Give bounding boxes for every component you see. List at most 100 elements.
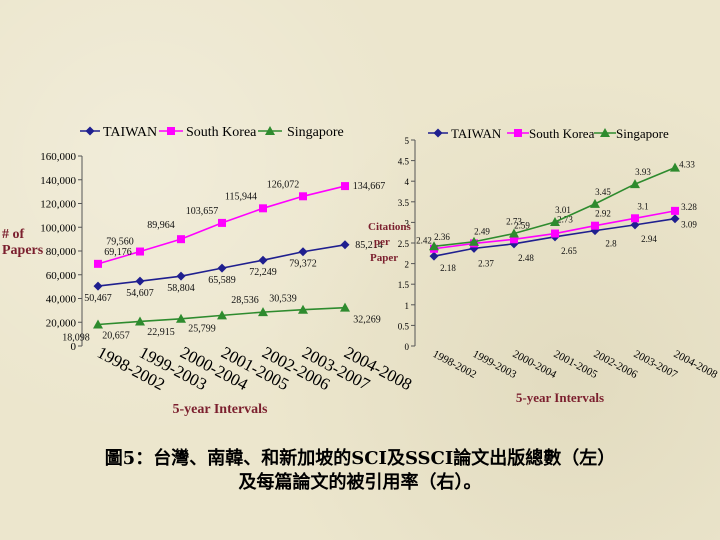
citations-legend-marker-1 [514,129,522,137]
papers-point-2-5 [298,304,308,314]
papers-point-0-5 [298,247,308,257]
papers-legend-marker-0 [85,126,95,136]
papers-y-tick-label: 160,000 [40,151,76,163]
papers-point-1-1 [136,247,144,256]
papers-data-label: 32,269 [353,315,381,326]
papers-data-label: 18,098 [62,333,90,344]
citations-legend-label: TAIWAN [451,126,502,141]
citations-data-label: 2.37 [478,258,494,268]
citations-x-tick-label: 2002-2006 [592,348,640,381]
papers-y-tick-label: 20,000 [46,317,77,329]
citations-point-2-6 [670,162,680,172]
citations-y-tick-label: 4.5 [398,157,410,167]
papers-data-label: 30,539 [269,294,297,305]
citations-data-label: 2.65 [561,246,577,256]
citations-data-label: 2.73 [506,217,522,227]
papers-point-0-4 [258,255,268,265]
papers-y-tick-label: 120,000 [40,199,76,211]
citations-y-tick-label: 3.5 [398,198,410,208]
citations-y-tick-label: 1.5 [398,280,410,290]
papers-data-label: 50,467 [84,293,112,304]
citations-y-tick-label: 3 [405,218,410,228]
papers-data-label: 20,657 [102,330,130,341]
citations-x-axis-title: 5-year Intervals [516,390,604,405]
papers-y-axis-title-line-2: Papers [2,243,44,258]
citations-y-axis-title-line-1: Citations [368,221,412,233]
caption-line-2: 及每篇論文的被引用率（右）。 [238,472,482,493]
papers-data-label: 115,944 [225,191,257,202]
citations-point-2-5 [630,179,640,189]
papers-legend-label: South Korea [186,125,257,140]
citations-y-tick-label: 2.5 [398,239,410,249]
citations-x-tick-label: 2000-2004 [511,348,559,381]
papers-point-0-1 [135,276,145,286]
citations-point-2-4 [590,198,600,208]
papers-y-tick-label: 60,000 [46,270,77,282]
papers-legend-marker-1 [167,127,175,135]
papers-legend-label: TAIWAN [103,125,157,140]
papers-legend-label: Singapore [287,125,344,140]
papers-y-tick-label: 80,000 [46,246,77,258]
papers-data-label: 22,915 [147,327,175,338]
papers-point-0-2 [176,271,186,281]
papers-y-tick-label: 100,000 [40,222,76,234]
papers-data-label: 134,667 [353,181,386,192]
papers-data-label: 58,804 [167,283,195,294]
citations-data-label: 2.8 [605,239,617,249]
papers-point-2-2 [176,313,186,323]
caption-line-1: 圖5：台灣、南韓、和新加坡的SCI及SSCI論文出版總數（左） [104,448,616,469]
citations-y-tick-label: 0 [405,342,410,352]
papers-point-2-1 [135,316,145,326]
papers-data-label: 79,560 [106,237,134,248]
papers-point-2-0 [93,319,103,329]
papers-data-label: 72,249 [249,267,277,278]
citations-point-1-2 [510,235,518,244]
citations-data-label: 2.59 [514,220,530,230]
citations-data-label: 2.73 [557,215,573,225]
citations-point-2-1 [469,236,479,246]
citations-x-tick-label: 2001-2005 [552,348,600,381]
papers-data-label: 28,536 [231,295,259,306]
citations-x-tick-label: 1998-2002 [431,348,479,381]
papers-y-tick-label: 140,000 [40,175,76,187]
papers-y-tick-label: 40,000 [46,294,77,306]
citations-x-tick-label: 2004-2008 [672,348,720,381]
citations-y-axis-title-line-2: per [374,236,390,248]
citations-data-label: 3.1 [637,201,648,211]
citations-point-2-2 [509,228,519,238]
citations-legend-label: South Korea [529,126,595,141]
papers-point-2-6 [340,302,350,312]
citations-data-label: 3.93 [635,167,651,177]
citations-data-label: 3.01 [555,205,571,215]
papers-data-label: 79,372 [289,259,317,270]
papers-data-label: 126,072 [267,179,300,190]
citations-data-label: 2.94 [641,234,657,244]
citations-point-1-4 [591,221,599,230]
papers-data-label: 103,657 [186,206,219,217]
papers-point-1-2 [177,235,185,244]
citations-point-0-5 [630,220,640,230]
papers-point-1-3 [218,218,226,227]
citations-x-tick-label: 1999-2003 [471,348,519,381]
citations-data-label: 3.45 [595,187,611,197]
citations-y-axis-title-line-3: Paper [370,252,398,264]
citations-point-0-6 [670,214,680,224]
papers-data-label: 25,799 [188,323,216,334]
papers-point-1-4 [259,204,267,213]
citations-x-tick-label: 2003-2007 [632,348,680,381]
citations-y-tick-label: 2 [405,260,410,270]
papers-point-0-0 [93,281,103,291]
citations-y-tick-label: 0.5 [398,321,410,331]
citations-legend-marker-2 [600,128,610,137]
papers-y-tick-label: 0 [71,341,77,353]
citations-data-label: 2.18 [440,263,456,273]
papers-point-2-4 [258,307,268,317]
citations-data-label: 3.09 [681,220,697,230]
citations-point-1-3 [551,229,559,238]
citations-legend-label: Singapore [616,126,669,141]
citations-data-label: 3.28 [681,202,697,212]
papers-legend-marker-2 [265,126,275,135]
citations-data-label: 2.49 [474,226,490,236]
